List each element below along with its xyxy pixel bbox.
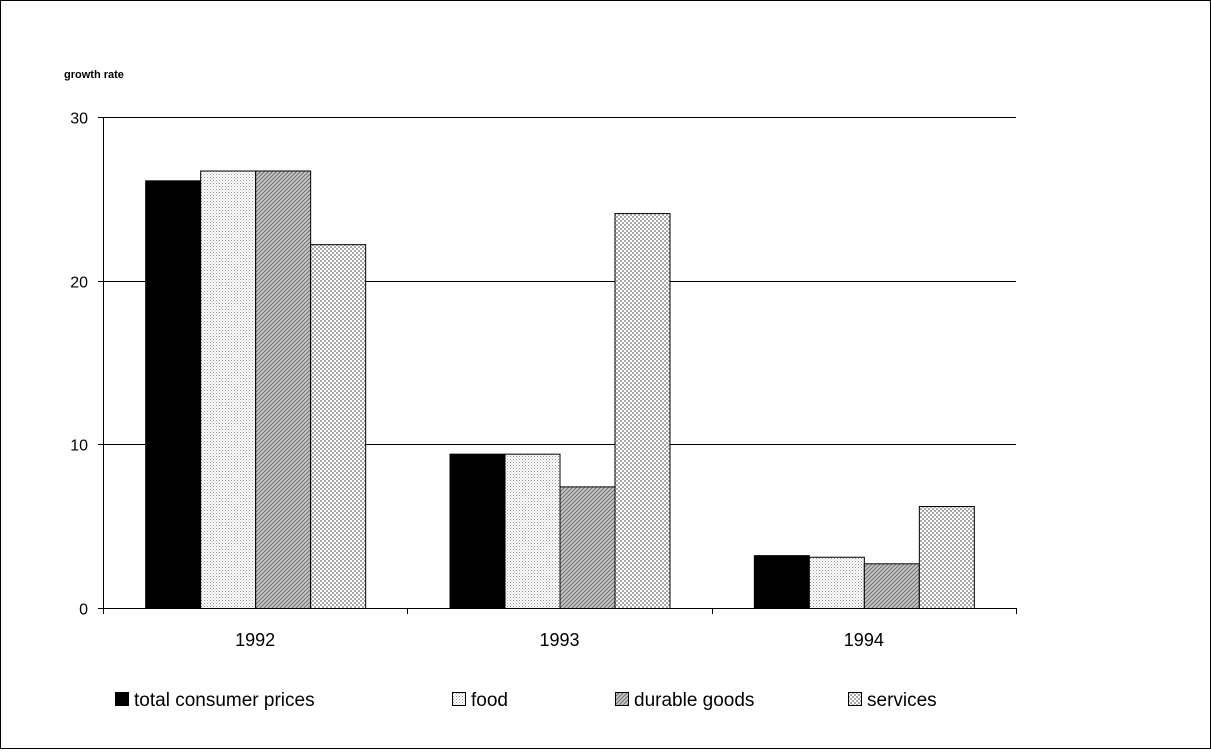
y-tick-label: 0 — [79, 602, 88, 619]
bar — [504, 453, 561, 609]
y-tick-labels: 0 10 20 30 — [70, 111, 88, 619]
legend-swatch — [115, 692, 129, 706]
y-tick-label: 20 — [70, 275, 88, 292]
y-axis-label: growth rate — [64, 69, 124, 81]
legend-label: total consumer prices — [134, 690, 315, 711]
legend-label: durable goods — [634, 690, 754, 711]
legend-swatch — [615, 692, 629, 706]
bar — [310, 244, 367, 609]
bar — [255, 170, 312, 609]
bars — [145, 170, 975, 610]
x-tick-label: 1993 — [539, 630, 579, 650]
bar — [200, 170, 257, 609]
x-tick-labels: 1992 1993 1994 — [235, 630, 884, 650]
legend-label: food — [471, 690, 508, 711]
y-tick-label: 10 — [70, 438, 88, 455]
bar — [918, 506, 975, 610]
bar — [863, 563, 920, 609]
legend: total consumer prices food durable goods se… — [115, 690, 937, 711]
bar — [449, 453, 506, 609]
bar — [559, 486, 616, 609]
x-tick-label: 1992 — [235, 630, 275, 650]
bar — [753, 555, 810, 609]
bar — [145, 180, 202, 610]
bar — [614, 213, 671, 610]
legend-swatch — [452, 692, 466, 706]
legend-swatch — [848, 692, 862, 706]
x-tick-label: 1994 — [844, 630, 884, 650]
bar — [808, 556, 865, 609]
y-tick-label: 30 — [70, 111, 88, 128]
axes — [98, 117, 1017, 614]
legend-label: services — [867, 690, 937, 711]
